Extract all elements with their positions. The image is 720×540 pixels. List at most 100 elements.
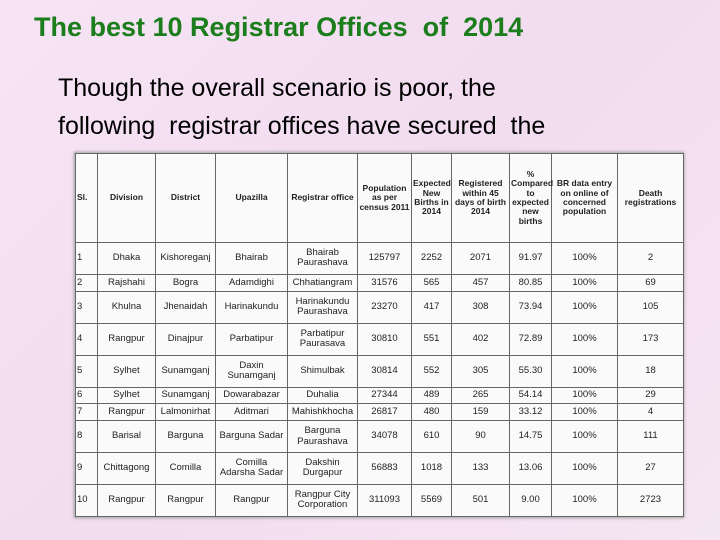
table-cell: Rangpur City Corporation <box>287 483 358 518</box>
table-cell: Parbatipur Paurasava <box>287 322 358 356</box>
table-cell: 80.85 <box>509 273 552 292</box>
table-cell: 2252 <box>411 242 452 275</box>
table-cell: 26817 <box>357 403 412 422</box>
table-cell: Rangpur <box>215 483 288 518</box>
table-cell: 125797 <box>357 242 412 275</box>
table-cell: 72.89 <box>509 322 552 356</box>
table-row: 9 Chittagong Comilla Comilla Adarsha Sadar D… <box>75 452 684 485</box>
table-cell: 1 <box>75 242 98 275</box>
table-cell: 2 <box>75 273 98 292</box>
table-cell: 457 <box>451 273 510 292</box>
table-cell: 13.06 <box>509 452 552 485</box>
table-row: 8 Barisal Barguna Barguna Sadar Barguna Paur… <box>75 420 684 453</box>
table-cell: 133 <box>451 452 510 485</box>
table-cell: Bogra <box>155 273 216 292</box>
table-row: 5 Sylhet Sunamganj Daxin Sunamganj Shimulbak… <box>75 354 684 388</box>
table-cell: 30810 <box>357 322 412 356</box>
table-cell: Rangpur <box>97 322 156 356</box>
table-cell: 565 <box>411 273 452 292</box>
table-cell: 551 <box>411 322 452 356</box>
table-cell: Rajshahi <box>97 273 156 292</box>
table-cell: 73.94 <box>509 290 552 324</box>
header-cell: Registrar office <box>287 153 358 243</box>
table: Sl. Division District Upazilla Registrar off… <box>75 153 684 518</box>
header-cell: BR data entry on online of concerned pop… <box>551 153 618 243</box>
table-cell: 6 <box>75 386 98 405</box>
table-cell: 100% <box>551 403 618 422</box>
table-cell: 69 <box>617 273 684 292</box>
table-cell: 100% <box>551 483 618 518</box>
table-cell: Daxin Sunamganj <box>215 354 288 388</box>
table-row: 3 Khulna Jhenaidah Harinakundu Harinakundu P… <box>75 290 684 324</box>
table-cell: Barguna Paurashava <box>287 420 358 453</box>
table-cell: Dinajpur <box>155 322 216 356</box>
table-cell: 27 <box>617 452 684 485</box>
table-cell: 34078 <box>357 420 412 453</box>
table-cell: 30814 <box>357 354 412 388</box>
table-cell: 2723 <box>617 483 684 518</box>
table-cell: Shimulbak <box>287 354 358 388</box>
table-cell: 18 <box>617 354 684 388</box>
table-cell: Mahishkhocha <box>287 403 358 422</box>
table-cell: Comilla <box>155 452 216 485</box>
table-cell: 8 <box>75 420 98 453</box>
table-cell: 105 <box>617 290 684 324</box>
table-cell: Chhatiangram <box>287 273 358 292</box>
table-cell: 5 <box>75 354 98 388</box>
table-cell: 501 <box>451 483 510 518</box>
table-cell: Sylhet <box>97 386 156 405</box>
table-cell: Dowarabazar <box>215 386 288 405</box>
table-cell: 100% <box>551 420 618 453</box>
table-cell: 100% <box>551 386 618 405</box>
table-cell: Barisal <box>97 420 156 453</box>
table-cell: Rangpur <box>97 403 156 422</box>
table-cell: Bhairab Paurashava <box>287 242 358 275</box>
table-cell: 100% <box>551 452 618 485</box>
table-cell: 29 <box>617 386 684 405</box>
table-row: 4 Rangpur Dinajpur Parbatipur Parbatipur Pau… <box>75 322 684 356</box>
table-cell: 305 <box>451 354 510 388</box>
table-cell: 173 <box>617 322 684 356</box>
table-cell: 3 <box>75 290 98 324</box>
table-row: 7 Rangpur Lalmonirhat Aditmari Mahishkhocha 2… <box>75 403 684 422</box>
table-cell: Parbatipur <box>215 322 288 356</box>
table-cell: 552 <box>411 354 452 388</box>
table-cell: Jhenaidah <box>155 290 216 324</box>
slide-title: The best 10 Registrar Offices of 2014 <box>34 12 524 42</box>
table-cell: 4 <box>75 322 98 356</box>
table-cell: Bhairab <box>215 242 288 275</box>
table-cell: 265 <box>451 386 510 405</box>
table-cell: 489 <box>411 386 452 405</box>
table-cell: Duhalia <box>287 386 358 405</box>
header-cell: Upazilla <box>215 153 288 243</box>
table-cell: 480 <box>411 403 452 422</box>
header-cell: Death registrations <box>617 153 684 243</box>
table-row: 1 Dhaka Kishoreganj Bhairab Bhairab Paurasha… <box>75 242 684 275</box>
header-cell: Sl. <box>75 153 98 243</box>
header-row: Sl. Division District Upazilla Registrar off… <box>75 153 684 243</box>
table-cell: Rangpur <box>97 483 156 518</box>
table-cell: Dhaka <box>97 242 156 275</box>
table-cell: Rangpur <box>155 483 216 518</box>
table-cell: 100% <box>551 242 618 275</box>
table-cell: 33.12 <box>509 403 552 422</box>
table-cell: Aditmari <box>215 403 288 422</box>
table-cell: 2071 <box>451 242 510 275</box>
table-cell: 311093 <box>357 483 412 518</box>
header-cell: Population as per census 2011 <box>357 153 412 243</box>
table-cell: Harinakundu <box>215 290 288 324</box>
table-cell: 23270 <box>357 290 412 324</box>
table-cell: Comilla Adarsha Sadar <box>215 452 288 485</box>
text-line: Though the overall scenario is poor, the <box>58 74 496 102</box>
header-cell: Registered within 45 days of birth 2014 <box>451 153 510 243</box>
table-cell: 100% <box>551 322 618 356</box>
table-row: 6 Sylhet Sunamganj Dowarabazar Duhalia 27344 4… <box>75 386 684 405</box>
table-cell: 111 <box>617 420 684 453</box>
header-cell: Expected New Births in 2014 <box>411 153 452 243</box>
table-cell: 14.75 <box>509 420 552 453</box>
table-cell: Sunamganj <box>155 386 216 405</box>
table-cell: 9.00 <box>509 483 552 518</box>
table-cell: Kishoreganj <box>155 242 216 275</box>
table-cell: Barguna Sadar <box>215 420 288 453</box>
